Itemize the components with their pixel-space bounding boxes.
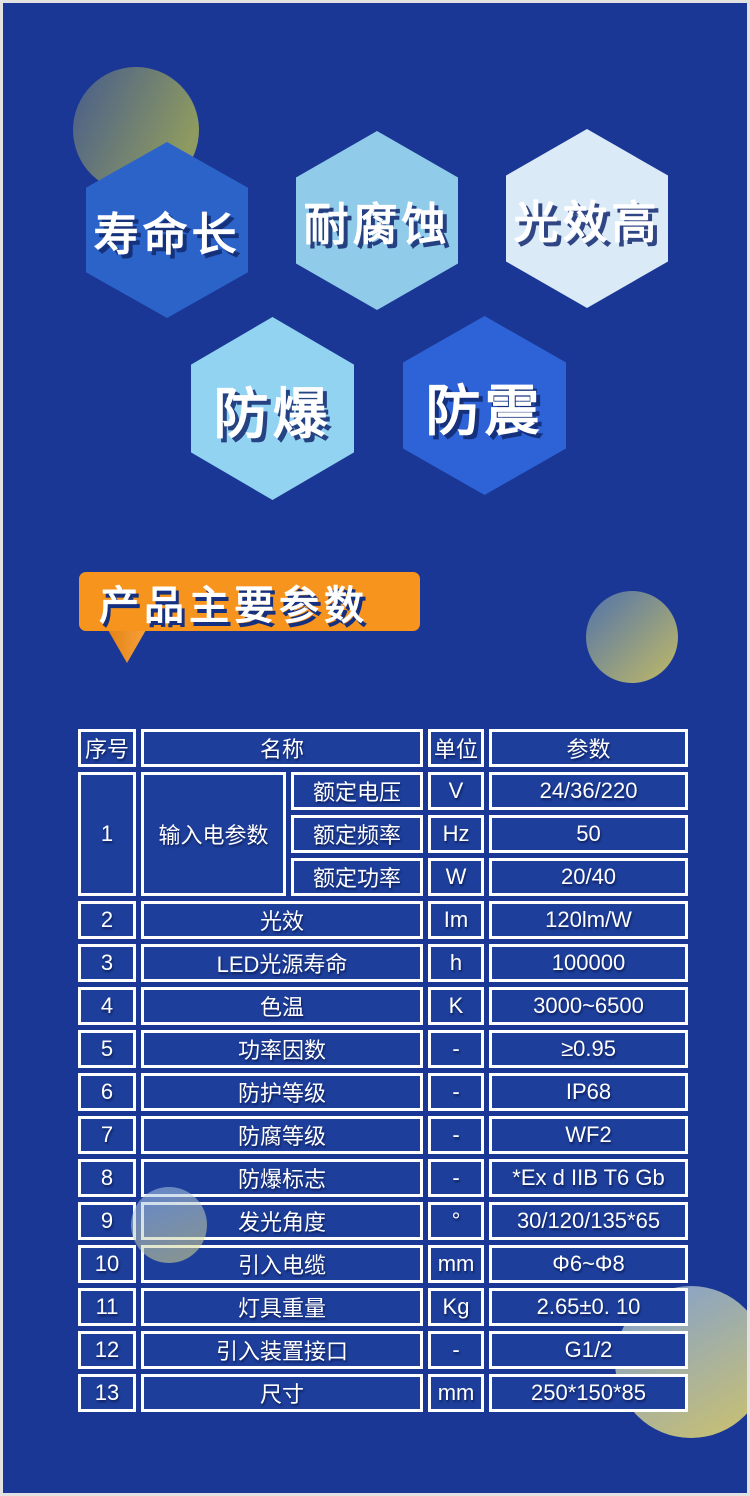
cell-no: 5 [78, 1030, 136, 1068]
cell-no: 9 [78, 1202, 136, 1240]
cell-subname: 额定功率 [291, 858, 424, 896]
cell-subname: 额定频率 [291, 815, 424, 853]
cell-name: 灯具重量 [141, 1288, 424, 1326]
cell-name: 引入装置接口 [141, 1331, 424, 1369]
table-row: 1 输入电参数 额定电压 V 24/36/220 [78, 772, 689, 896]
cell-value: 3000~6500 [489, 987, 689, 1025]
cell-value: Φ6~Φ8 [489, 1245, 689, 1283]
badge-label: 耐腐蚀 [303, 199, 451, 250]
table-row: 2 光效 Im 120lm/W [78, 901, 689, 939]
cell-unit: W [428, 858, 485, 896]
section-title: 产品主要参数 [99, 583, 369, 628]
table-row: 7 防腐等级 - WF2 [78, 1116, 689, 1154]
cell-unit: V [428, 772, 485, 810]
table-row: 11 灯具重量 Kg 2.65±0. 10 [78, 1288, 689, 1326]
cell-no: 7 [78, 1116, 136, 1154]
cell-name: 防爆标志 [141, 1159, 424, 1197]
cell-unit: mm [428, 1245, 485, 1283]
cell-unit: - [428, 1331, 485, 1369]
decor-circle-mid-right [586, 591, 678, 683]
table-row: 12 引入装置接口 - G1/2 [78, 1331, 689, 1369]
badge-label: 寿命长 [93, 208, 241, 260]
cell-value: 24/36/220 [489, 772, 689, 810]
table-row: 4 色温 K 3000~6500 [78, 987, 689, 1025]
cell-unit: ° [428, 1202, 485, 1240]
cell-value: ≥0.95 [489, 1030, 689, 1068]
table-row: 6 防护等级 - IP68 [78, 1073, 689, 1111]
cell-no: 10 [78, 1245, 136, 1283]
cell-unit: h [428, 944, 485, 982]
cell-name: 色温 [141, 987, 424, 1025]
cell-unit: Im [428, 901, 485, 939]
cell-value: IP68 [489, 1073, 689, 1111]
badge-explosion-proof: 防爆 [191, 317, 354, 500]
badge-high-efficacy: 光效高 [506, 129, 668, 308]
table-row: 额定频率 Hz 50 [78, 815, 689, 853]
table-row: 3 LED光源寿命 h 100000 [78, 944, 689, 982]
cell-no: 8 [78, 1159, 136, 1197]
cell-name: 防腐等级 [141, 1116, 424, 1154]
cell-unit: - [428, 1030, 485, 1068]
cell-name: 光效 [141, 901, 424, 939]
cell-no: 6 [78, 1073, 136, 1111]
cell-unit: K [428, 987, 485, 1025]
badge-label: 防爆 [213, 382, 332, 445]
cell-unit: - [428, 1159, 485, 1197]
cell-no: 1 [78, 772, 136, 896]
badge-shock-proof: 防震 [403, 316, 566, 495]
table-row: 13 尺寸 mm 250*150*85 [78, 1374, 689, 1412]
section-banner: 产品主要参数 [79, 572, 420, 631]
spec-table: 序号 名称 单位 参数 1 输入电参数 额定电压 V 24/36/220 额定频… [73, 724, 693, 1417]
cell-subname: 额定电压 [291, 772, 424, 810]
cell-unit: - [428, 1073, 485, 1111]
cell-name: 尺寸 [141, 1374, 424, 1412]
badge-label: 光效高 [513, 197, 661, 248]
header-unit: 单位 [428, 729, 485, 767]
cell-name: LED光源寿命 [141, 944, 424, 982]
badge-label: 防震 [425, 379, 544, 442]
cell-no: 4 [78, 987, 136, 1025]
cell-unit: Hz [428, 815, 485, 853]
cell-no: 3 [78, 944, 136, 982]
decor-circle-over-table [131, 1187, 207, 1263]
cell-value: 250*150*85 [489, 1374, 689, 1412]
cell-value: 20/40 [489, 858, 689, 896]
table-row: 额定功率 W 20/40 [78, 858, 689, 896]
cell-no: 13 [78, 1374, 136, 1412]
cell-value: 2.65±0. 10 [489, 1288, 689, 1326]
cell-value: 100000 [489, 944, 689, 982]
cell-no: 12 [78, 1331, 136, 1369]
badge-corrosion-resistant: 耐腐蚀 [296, 131, 458, 310]
cell-name: 防护等级 [141, 1073, 424, 1111]
cell-value: *Ex d IIB T6 Gb [489, 1159, 689, 1197]
cell-value: WF2 [489, 1116, 689, 1154]
cell-value: 50 [489, 815, 689, 853]
cell-value: 30/120/135*65 [489, 1202, 689, 1240]
cell-no: 11 [78, 1288, 136, 1326]
cell-group-name: 输入电参数 [141, 772, 286, 896]
cell-unit: - [428, 1116, 485, 1154]
table-row: 5 功率因数 - ≥0.95 [78, 1030, 689, 1068]
cell-unit: mm [428, 1374, 485, 1412]
header-no: 序号 [78, 729, 136, 767]
table-header-row: 序号 名称 单位 参数 [78, 729, 689, 767]
cell-no: 2 [78, 901, 136, 939]
cell-value: G1/2 [489, 1331, 689, 1369]
cell-name: 功率因数 [141, 1030, 424, 1068]
table-row: 8 防爆标志 - *Ex d IIB T6 Gb [78, 1159, 689, 1197]
header-name: 名称 [141, 729, 424, 767]
cell-unit: Kg [428, 1288, 485, 1326]
header-value: 参数 [489, 729, 689, 767]
cell-value: 120lm/W [489, 901, 689, 939]
